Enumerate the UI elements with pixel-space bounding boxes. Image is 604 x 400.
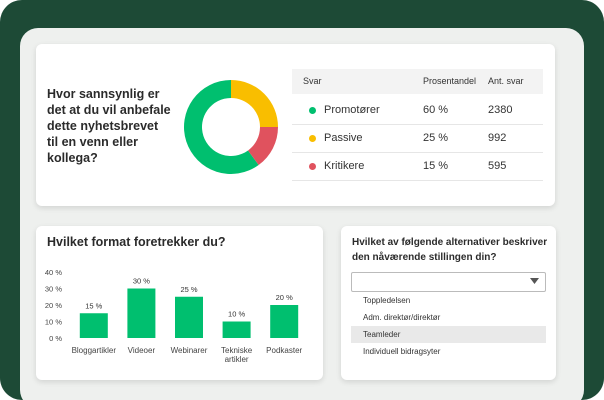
value-label: 25 %: [180, 285, 197, 294]
header-cell: Ant. svar: [488, 76, 524, 86]
value-label: 10 %: [228, 310, 245, 319]
x-tick-label: Bloggartikler: [71, 346, 117, 355]
bar-chart: 0 % 10 % 20 % 30 % 40 % 15 % 30 % 25 % 10 % 20 %: [45, 268, 299, 343]
dropdown[interactable]: [351, 272, 546, 292]
x-tick-label: Podkaster: [266, 346, 303, 355]
y-tick-label: 30 %: [45, 285, 62, 294]
row-share: 15 %: [423, 160, 449, 172]
row-label: Kritikere: [324, 160, 365, 172]
dropdown-arrow: [530, 278, 539, 284]
chart-title: Hvilket format foretrekker du?: [47, 235, 226, 249]
y-tick-label: 10 %: [45, 318, 62, 327]
donut-segment: [248, 127, 278, 166]
bar[interactable]: [127, 288, 156, 339]
legend-dot: [309, 135, 316, 142]
option[interactable]: Teamleder: [351, 326, 546, 343]
table-header: [292, 69, 543, 94]
format-card: Hvilket format foretrekker du? 0 % 10 % 20…: [36, 226, 323, 380]
table-row: Passive 25 % 992: [292, 124, 543, 153]
y-tick-label: 40 %: [45, 268, 62, 277]
bar[interactable]: [79, 313, 108, 338]
table-row: Promotører 60 % 2380: [292, 96, 543, 125]
header-cell: Svar: [303, 76, 322, 86]
donut-segment: [184, 80, 259, 174]
row-share: 60 %: [423, 104, 449, 116]
value-label: 30 %: [133, 277, 150, 286]
value-label: 20 %: [276, 293, 293, 302]
y-tick-label: 0 %: [49, 334, 62, 343]
bar[interactable]: [175, 296, 203, 338]
table-row: Kritikere 15 % 595: [292, 152, 543, 181]
bar[interactable]: [222, 321, 251, 339]
value-label: 15 %: [85, 301, 102, 310]
header-cell: Prosentandel: [423, 76, 477, 86]
legend-dot: [309, 107, 316, 114]
legend-dot: [309, 163, 316, 170]
x-tick-label: Tekniske artikler: [221, 346, 253, 364]
role-card: Hvilket av følgende alternativer beskriv…: [341, 226, 556, 380]
x-tick-label: Videoer: [127, 346, 156, 355]
row-label: Passive: [324, 132, 363, 144]
nps-question: Hvor sannsynlig er det at du vil anbefal…: [47, 87, 171, 165]
option[interactable]: Adm. direktør/direktør: [363, 313, 441, 322]
row-count: 595: [488, 160, 507, 172]
option[interactable]: Toppledelsen: [363, 296, 411, 305]
option[interactable]: Individuell bidragsyter: [363, 347, 441, 356]
nps-card: Hvor sannsynlig er det at du vil anbefal…: [36, 44, 555, 206]
row-share: 25 %: [423, 132, 449, 144]
y-tick-label: 20 %: [45, 301, 62, 310]
results-table: Svar Prosentandel Ant. svar Promotører 60…: [292, 69, 543, 181]
donut-segment: [231, 80, 278, 127]
x-tick-label: Webinarer: [170, 346, 208, 355]
bar[interactable]: [270, 305, 299, 338]
row-label: Promotører: [324, 104, 380, 116]
row-count: 992: [488, 132, 507, 144]
role-question: Hvilket av følgende alternativer beskriv…: [352, 237, 548, 263]
donut-chart: [184, 80, 278, 174]
row-count: 2380: [488, 104, 513, 116]
option-list: Toppledelsen Adm. direktør/direktør Teamle…: [341, 292, 556, 364]
